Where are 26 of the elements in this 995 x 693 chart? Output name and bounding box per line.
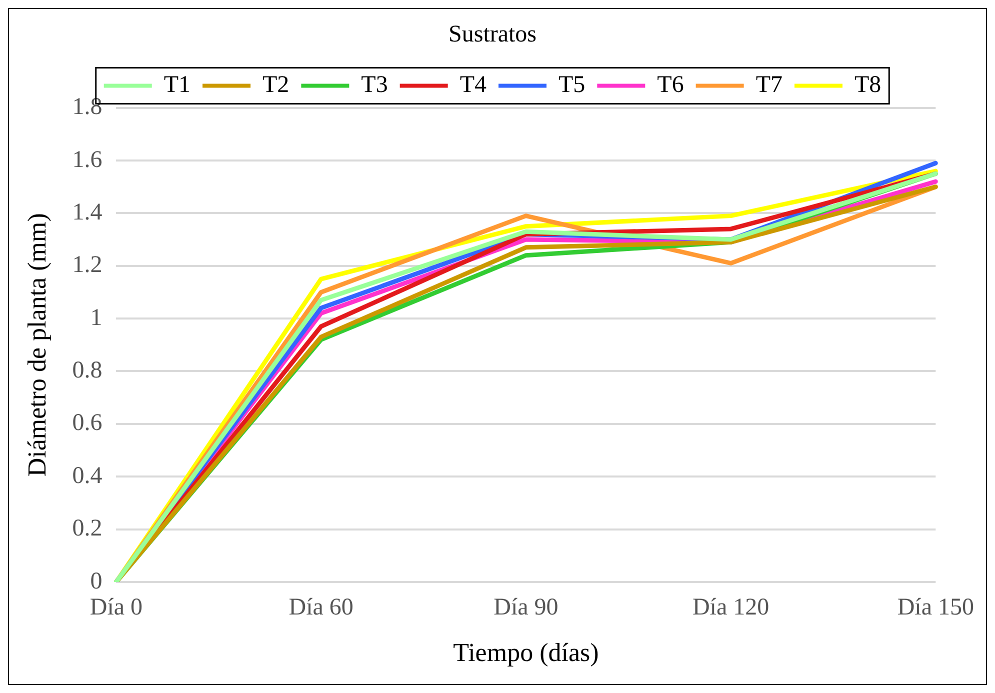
- x-tick-label: Día 120: [692, 594, 770, 621]
- y-tick-label: 1.8: [72, 94, 102, 120]
- x-axis-title: Tiempo (días): [453, 638, 599, 668]
- legend-label: T8: [854, 72, 882, 98]
- y-tick-label: 1.4: [72, 199, 102, 226]
- legend-label: T5: [558, 72, 586, 98]
- legend-label: T2: [262, 72, 290, 98]
- y-tick-label: 0.4: [72, 462, 102, 489]
- y-tick-label: 0.2: [72, 516, 102, 542]
- y-tick-label: 1.6: [72, 146, 102, 173]
- y-axis-title: Diámetro de planta (mm): [22, 213, 52, 477]
- y-tick-label: 1.2: [72, 252, 102, 278]
- legend-label: T6: [657, 72, 684, 98]
- legend-title: Sustratos: [448, 21, 537, 48]
- legend-label: T4: [460, 72, 487, 98]
- legend-label: T3: [361, 72, 388, 98]
- x-tick-label: Día 150: [897, 594, 974, 621]
- x-tick-label: Día 60: [288, 594, 354, 621]
- y-tick-label: 0.8: [72, 358, 102, 384]
- legend-label: T7: [756, 72, 782, 98]
- y-tick-label: 1: [90, 304, 102, 331]
- x-tick-label: Día 0: [90, 594, 143, 621]
- y-tick-label: 0.6: [72, 410, 102, 436]
- x-tick-label: Día 90: [494, 594, 558, 621]
- y-tick-label: 0: [90, 568, 102, 594]
- legend-label: T1: [164, 72, 191, 98]
